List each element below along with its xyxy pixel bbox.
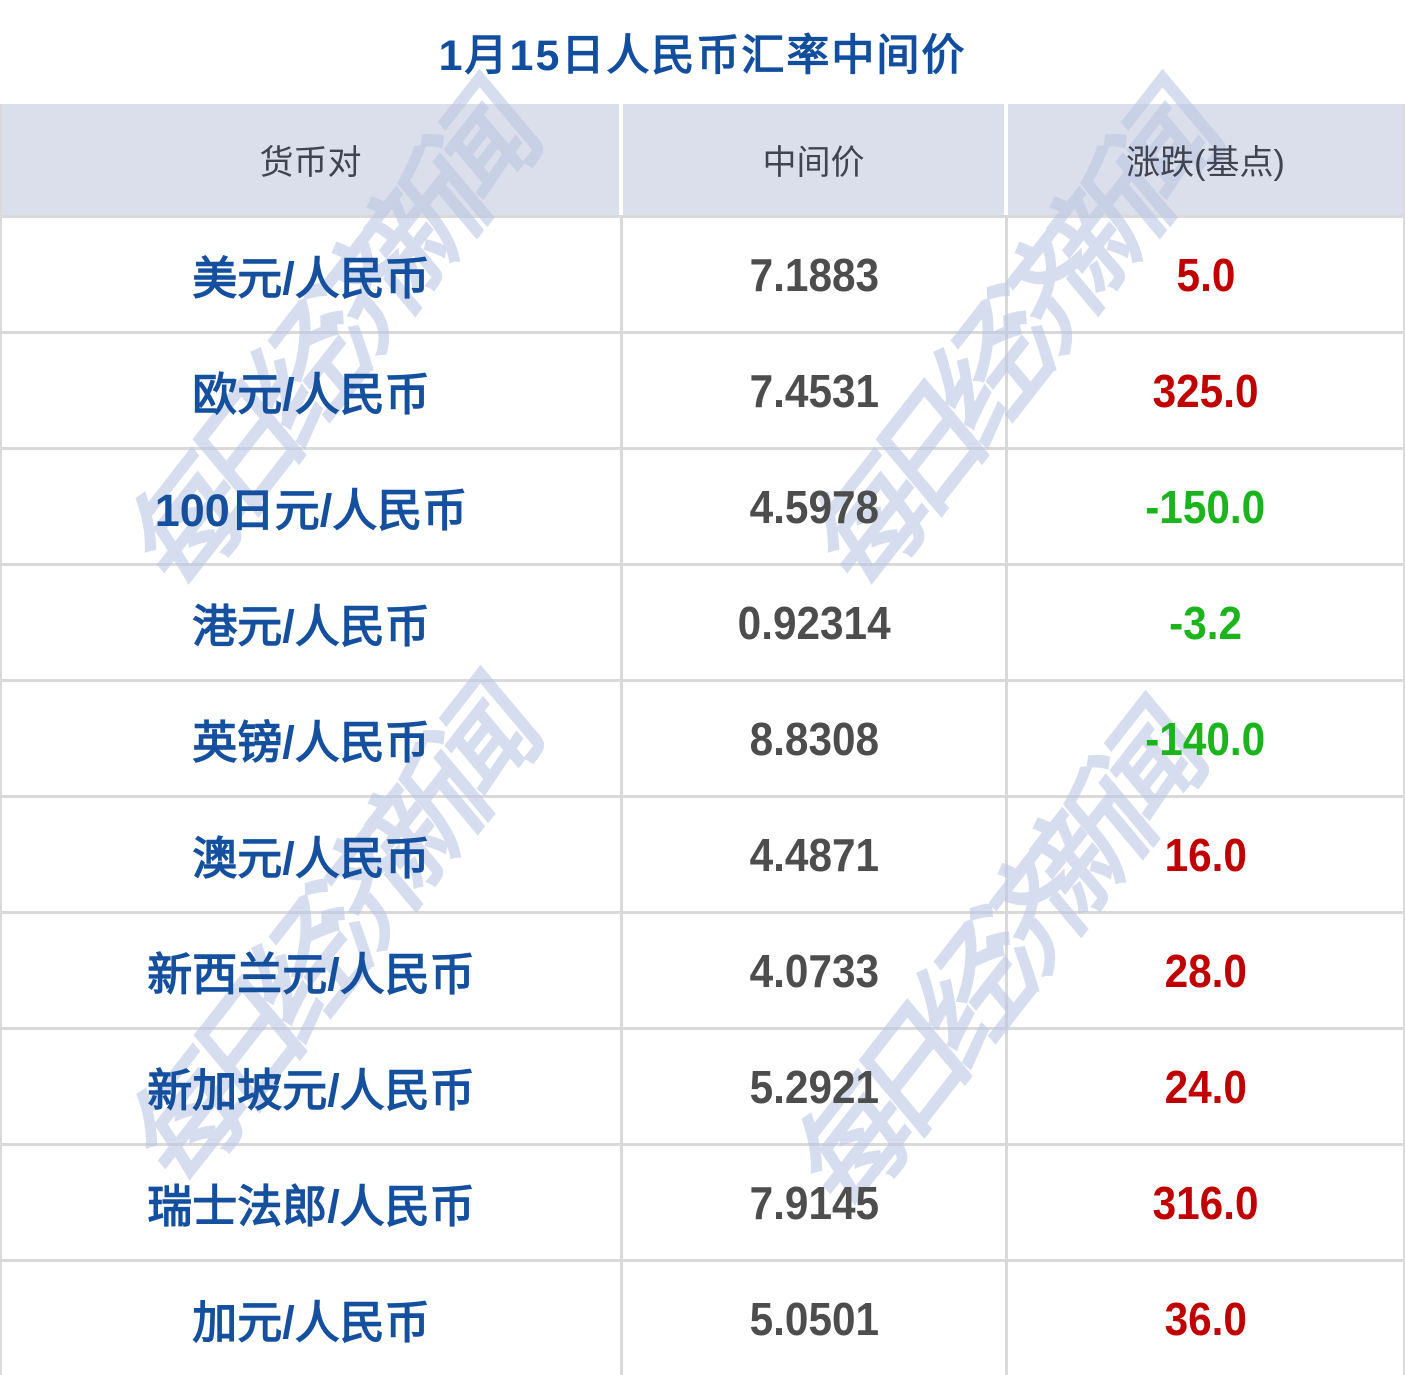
change-value: -140.0 xyxy=(1145,712,1266,765)
change-value: 24.0 xyxy=(1164,1060,1247,1113)
page-title: 1月15日人民币汇率中间价 xyxy=(438,32,967,80)
pair-label: 瑞士法郎/人民币 xyxy=(147,1181,475,1232)
header-cell-mid-price: 中间价 xyxy=(623,104,1008,215)
change-cell: 316.0 xyxy=(1008,1143,1403,1259)
pair-cell: 美元/人民币 xyxy=(2,215,623,331)
change-value: -3.2 xyxy=(1169,596,1242,649)
change-value: -150.0 xyxy=(1145,480,1266,533)
change-value: 36.0 xyxy=(1164,1292,1247,1345)
pair-cell: 加元/人民币 xyxy=(2,1259,623,1375)
header-cell-currency-pair: 货币对 xyxy=(2,104,623,215)
pair-label: 新西兰元/人民币 xyxy=(147,949,475,1000)
pair-cell: 100日元/人民币 xyxy=(2,447,623,563)
mid-value: 4.4871 xyxy=(749,828,879,881)
mid-value: 4.0733 xyxy=(749,944,879,997)
mid-cell: 4.0733 xyxy=(623,911,1008,1027)
change-cell: 36.0 xyxy=(1008,1259,1403,1375)
mid-cell: 5.2921 xyxy=(623,1027,1008,1143)
pair-cell: 英镑/人民币 xyxy=(2,679,623,795)
change-value: 28.0 xyxy=(1164,944,1247,997)
pair-cell: 新西兰元/人民币 xyxy=(2,911,623,1027)
pair-label: 新加坡元/人民币 xyxy=(147,1065,475,1116)
change-cell: 5.0 xyxy=(1008,215,1403,331)
change-cell: -150.0 xyxy=(1008,447,1403,563)
change-value: 16.0 xyxy=(1164,828,1247,881)
change-value: 5.0 xyxy=(1176,248,1235,301)
change-cell: 28.0 xyxy=(1008,911,1403,1027)
mid-cell: 7.4531 xyxy=(623,331,1008,447)
mid-value: 4.5978 xyxy=(749,480,879,533)
mid-value: 5.2921 xyxy=(749,1060,879,1113)
change-cell: -140.0 xyxy=(1008,679,1403,795)
pair-label: 加元/人民币 xyxy=(192,1297,430,1348)
change-cell: 24.0 xyxy=(1008,1027,1403,1143)
mid-value: 7.1883 xyxy=(749,248,879,301)
mid-cell: 7.9145 xyxy=(623,1143,1008,1259)
mid-cell: 0.92314 xyxy=(623,563,1008,679)
pair-cell: 新加坡元/人民币 xyxy=(2,1027,623,1143)
pair-cell: 澳元/人民币 xyxy=(2,795,623,911)
pair-cell: 瑞士法郎/人民币 xyxy=(2,1143,623,1259)
title-bar: 1月15日人民币汇率中间价 xyxy=(0,0,1405,104)
pair-cell: 港元/人民币 xyxy=(2,563,623,679)
exchange-rate-table: 货币对 中间价 涨跌(基点) 美元/人民币 7.1883 5.0 欧元/人民币 … xyxy=(0,104,1405,1375)
pair-label: 港元/人民币 xyxy=(192,601,430,652)
mid-value: 8.8308 xyxy=(749,712,879,765)
pair-label: 欧元/人民币 xyxy=(192,369,430,420)
mid-value: 7.9145 xyxy=(749,1176,879,1229)
mid-value: 0.92314 xyxy=(737,596,891,649)
pair-label: 美元/人民币 xyxy=(192,253,430,304)
pair-label: 100日元/人民币 xyxy=(154,485,468,536)
mid-cell: 4.4871 xyxy=(623,795,1008,911)
change-cell: 16.0 xyxy=(1008,795,1403,911)
header-label: 货币对 xyxy=(259,144,362,182)
mid-value: 5.0501 xyxy=(749,1292,879,1345)
mid-value: 7.4531 xyxy=(749,364,879,417)
mid-cell: 4.5978 xyxy=(623,447,1008,563)
header-label: 涨跌(基点) xyxy=(1126,144,1285,182)
change-value: 325.0 xyxy=(1152,364,1259,417)
mid-cell: 5.0501 xyxy=(623,1259,1008,1375)
pair-cell: 欧元/人民币 xyxy=(2,331,623,447)
change-value: 316.0 xyxy=(1152,1176,1259,1229)
mid-cell: 8.8308 xyxy=(623,679,1008,795)
header-cell-change-bp: 涨跌(基点) xyxy=(1008,104,1403,215)
mid-cell: 7.1883 xyxy=(623,215,1008,331)
header-label: 中间价 xyxy=(762,144,865,182)
change-cell: 325.0 xyxy=(1008,331,1403,447)
change-cell: -3.2 xyxy=(1008,563,1403,679)
pair-label: 英镑/人民币 xyxy=(192,717,430,768)
pair-label: 澳元/人民币 xyxy=(192,833,430,884)
